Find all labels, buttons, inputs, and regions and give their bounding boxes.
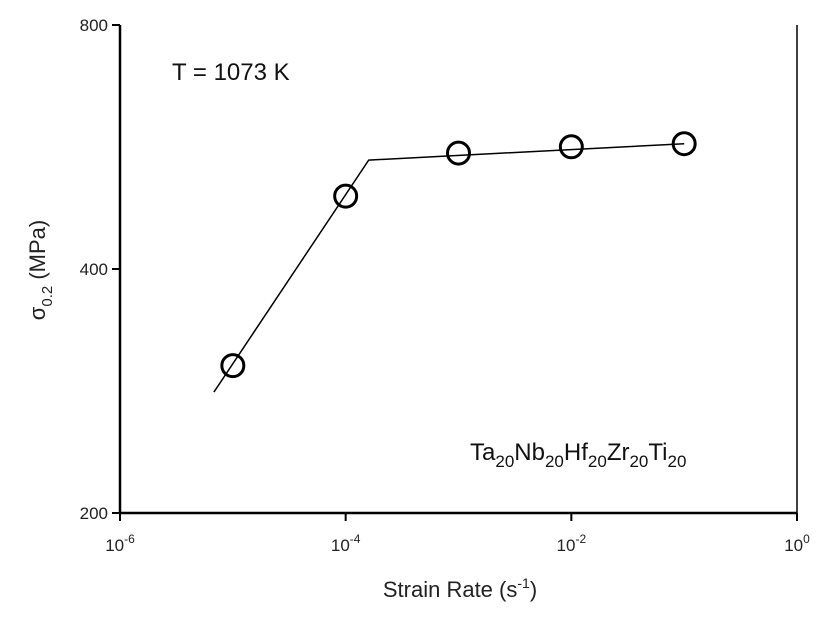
- alloy-subscript-1: 20: [545, 452, 564, 471]
- data-point-2: [446, 140, 471, 166]
- data-point-1: [333, 183, 359, 209]
- temperature-label: T = 1073 K: [172, 59, 290, 86]
- x-axis-title: Strain Rate (s-1): [383, 575, 537, 602]
- data-point-3: [558, 134, 584, 160]
- alloy-element-2: Hf: [564, 439, 588, 466]
- x-axis-title-sup: -1: [517, 575, 530, 591]
- y-axis-title-rest: (MPa): [25, 220, 50, 286]
- alloy-subscript-2: 20: [588, 452, 607, 471]
- y-axis-title-sub: 0.2: [39, 286, 56, 307]
- alloy-subscript-4: 20: [668, 452, 687, 471]
- x-ticks: 10-6 10-4 10-2 100: [105, 513, 810, 555]
- y-ticks: 200 400 800: [80, 16, 120, 523]
- x-axis-title-main: Strain Rate (s: [383, 577, 518, 602]
- y-axis-title: σ0.2 (MPa): [25, 220, 56, 320]
- fit-lines: [213, 142, 685, 393]
- alloy-subscript-3: 20: [629, 452, 648, 471]
- y-tick-label-1: 400: [80, 260, 108, 279]
- fit-line-0: [213, 142, 685, 393]
- alloy-element-3: Zr: [607, 439, 630, 466]
- y-tick-label-2: 800: [80, 16, 108, 35]
- x-tick-label-0: 10-6: [105, 532, 135, 555]
- x-axis-title-close: ): [530, 577, 537, 602]
- x-tick-label-3: 100: [784, 532, 810, 555]
- alloy-subscript-0: 20: [495, 452, 514, 471]
- y-tick-label-0: 200: [80, 504, 108, 523]
- y-axis-title-symbol: σ: [25, 306, 50, 320]
- data-markers: [220, 131, 697, 379]
- x-tick-label-2: 10-2: [557, 532, 587, 555]
- data-point-0: [220, 353, 246, 379]
- plot-area: 10-6 10-4 10-2 100 200 400 800: [80, 16, 810, 555]
- data-point-4: [671, 131, 697, 157]
- x-tick-label-1: 10-4: [331, 532, 361, 555]
- alloy-element-0: Ta: [470, 439, 496, 466]
- alloy-label: Ta20Nb20Hf20Zr20Ti20: [470, 439, 686, 471]
- alloy-element-1: Nb: [514, 439, 545, 466]
- alloy-element-4: Ti: [648, 439, 667, 466]
